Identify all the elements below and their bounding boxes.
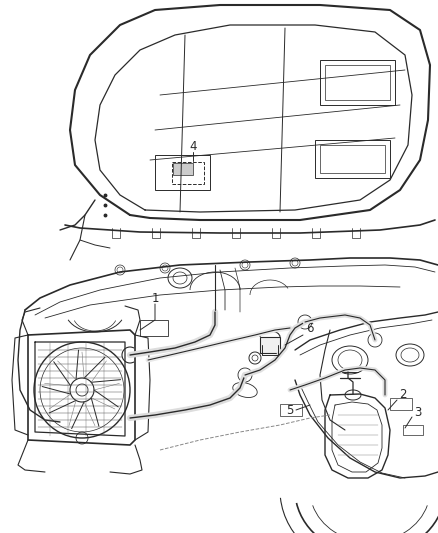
Bar: [172, 162, 204, 184]
Text: 5: 5: [286, 403, 294, 416]
Text: 2: 2: [399, 389, 407, 401]
Bar: [260, 337, 280, 353]
Bar: [315, 140, 390, 178]
Bar: [325, 65, 390, 100]
Bar: [320, 60, 395, 105]
Bar: [403, 425, 423, 435]
Bar: [140, 320, 168, 336]
Text: 1: 1: [151, 292, 159, 304]
Bar: [155, 155, 210, 190]
Bar: [320, 145, 385, 173]
Text: 4: 4: [189, 141, 197, 154]
Text: 3: 3: [414, 406, 422, 418]
Bar: [280, 404, 302, 416]
Text: 6: 6: [306, 321, 314, 335]
Bar: [173, 163, 193, 175]
Bar: [390, 398, 412, 410]
